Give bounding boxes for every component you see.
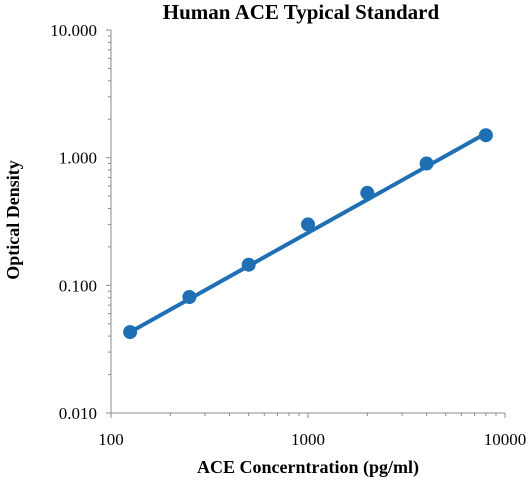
y-tick-label: 0.100 xyxy=(59,276,97,295)
y-tick-label: 10.000 xyxy=(50,21,97,40)
plot-area xyxy=(123,128,493,340)
x-ticks: 100 1000 10000 xyxy=(98,413,526,449)
data-point xyxy=(123,325,138,340)
y-tick-label: 1.000 xyxy=(59,149,97,168)
data-point xyxy=(301,217,315,232)
data-point xyxy=(241,257,256,272)
x-tick-label: 1000 xyxy=(291,430,325,449)
y-ticks: 10.000 1.000 0.100 0.010 xyxy=(50,21,111,423)
y-tick-label: 0.010 xyxy=(59,404,97,423)
x-tick-label: 100 xyxy=(98,430,124,449)
y-axis-title: Optical Density xyxy=(3,160,23,280)
data-point xyxy=(419,156,434,171)
data-point xyxy=(182,290,197,304)
x-tick-label: 10000 xyxy=(484,430,527,449)
data-point xyxy=(360,185,375,200)
x-axis-title: ACE Concerntration (pg/ml) xyxy=(197,457,419,478)
data-point xyxy=(478,128,493,143)
chart-title: Human ACE Typical Standard xyxy=(163,0,440,24)
